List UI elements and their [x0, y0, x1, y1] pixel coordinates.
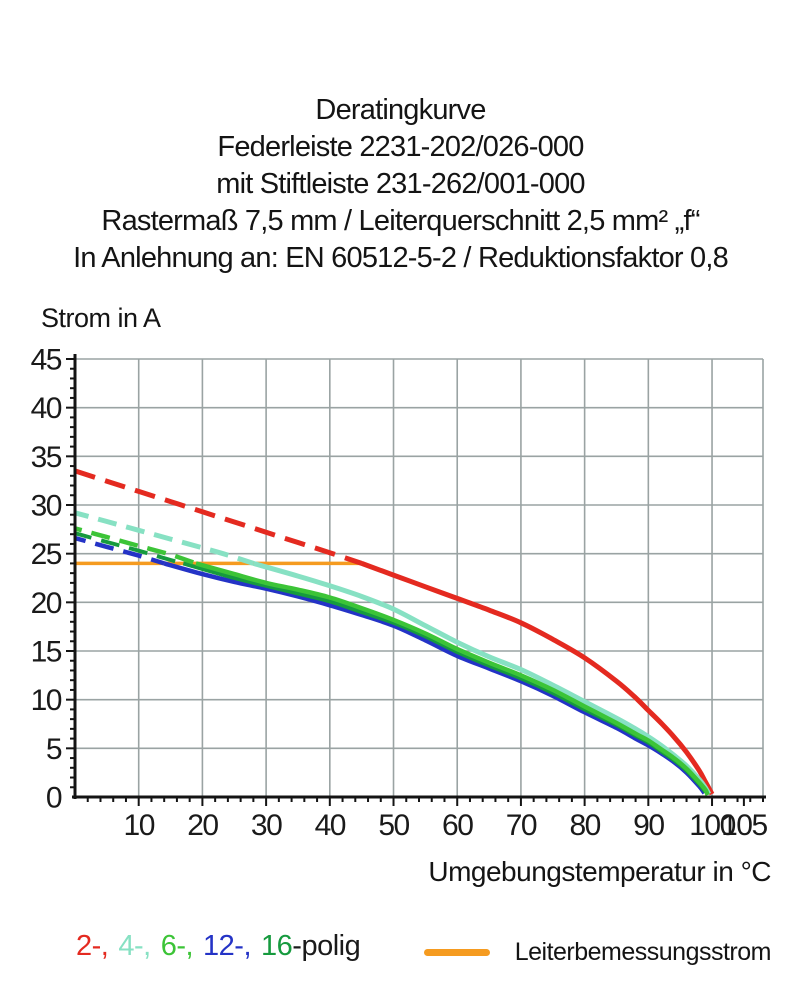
x-tick-label: 10	[124, 809, 155, 842]
curve-6-polig	[195, 561, 710, 796]
legend-poles-suffix: -polig	[292, 930, 361, 962]
legend-pole-item: 12-,	[203, 930, 252, 962]
y-tick-label: 30	[31, 490, 62, 523]
chart-title-line: mit Stiftleiste 231-262/001-000	[216, 168, 585, 200]
axes	[72, 354, 766, 799]
legend-rated-current: Leiterbemessungsstrom	[423, 934, 772, 970]
curve-16-polig	[182, 561, 708, 794]
rated-current-line-swatch	[423, 948, 490, 956]
chart-title: Deratingkurve Federleiste 2231-202/026-0…	[0, 92, 801, 277]
y-tick-label: 5	[46, 733, 62, 766]
y-tick-label: 15	[31, 636, 62, 669]
y-axis-title: Strom in A	[41, 303, 161, 333]
y-tick-label: 40	[31, 392, 62, 425]
chart-title-line: In Anlehnung an: EN 60512-5-2 / Reduktio…	[73, 242, 729, 274]
x-tick-label: 100	[689, 809, 735, 842]
y-tick-label: 10	[31, 684, 62, 717]
x-tick-label: 105	[721, 809, 767, 842]
legend-pole-item: 2-,	[76, 930, 109, 962]
tick-labels: 0 5 10 15 20 25 30 35 40 45 10 20 30 40 50 60 70 80 90 1001…	[31, 344, 769, 843]
axis-ticks	[66, 358, 764, 806]
grid	[75, 358, 764, 797]
x-tick-label: 50	[378, 809, 409, 842]
chart-title-line: Rastermaß 7,5 mm / Leiterquerschnitt 2,5…	[101, 205, 700, 237]
legend-pole-item: 6-,	[160, 930, 194, 962]
legend-poles: 2-, 4-, 6-, 12-, 16-polig	[76, 930, 361, 963]
rated-current-label: Leiterbemessungsstrom	[514, 937, 772, 966]
x-tick-label: 60	[442, 809, 473, 842]
legend-pole-item: 4-,	[118, 930, 151, 962]
y-tick-label: 45	[31, 344, 62, 377]
curve-12-polig	[163, 561, 707, 795]
x-tick-label: 70	[506, 809, 537, 842]
y-tick-label: 0	[46, 782, 62, 815]
y-tick-label: 20	[31, 587, 62, 620]
x-tick-label: 20	[187, 809, 218, 842]
x-axis-title: Umgebungstemperatur in °C	[428, 856, 771, 887]
x-tick-label: 80	[569, 809, 600, 842]
x-tick-label: 40	[315, 809, 346, 842]
y-tick-label: 35	[31, 441, 62, 474]
curve-16-polig-dashed	[74, 531, 184, 566]
chart-title-line: Deratingkurve	[315, 94, 486, 126]
curve-6-polig-dashed	[74, 526, 197, 566]
chart-title-line: Federleiste 2231-202/026-000	[217, 131, 584, 163]
x-tick-label: 90	[633, 809, 664, 842]
curve-4-polig-dashed	[74, 510, 255, 566]
curve-2-polig-dashed	[74, 468, 363, 566]
legend-pole-item: 16	[261, 930, 293, 962]
x-tick-label: 30	[251, 809, 282, 842]
curve-2-polig	[360, 561, 715, 796]
curves	[74, 468, 715, 796]
y-tick-label: 25	[31, 538, 62, 571]
curve-12-polig-dashed	[74, 535, 165, 566]
